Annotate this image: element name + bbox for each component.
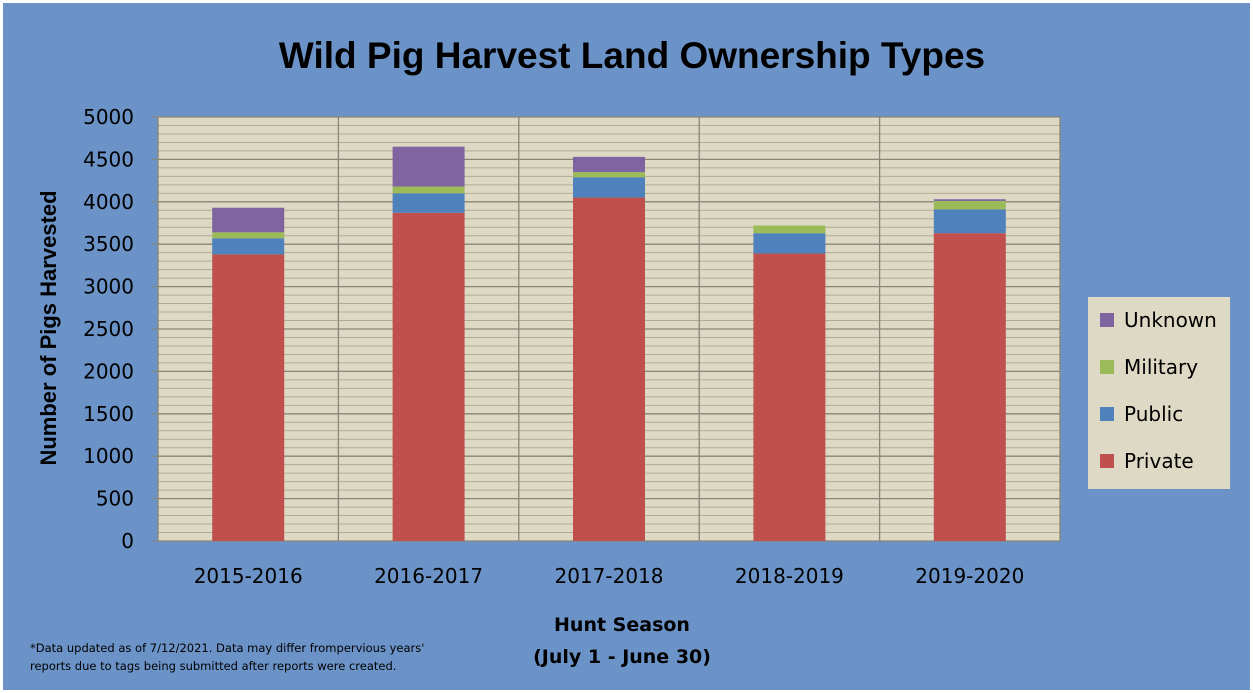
x-tick-label: 2017-2018 [554, 564, 663, 588]
bar-private-2018-2019 [753, 253, 826, 541]
legend-swatch-private [1100, 454, 1114, 468]
y-axis-ticks: 0 500 1000 1500 2000 2500 3000 3500 4000 4500 5000 [83, 105, 158, 553]
y-tick-label: 1500 [83, 402, 134, 426]
bar-unknown-2017-2018 [573, 156, 645, 173]
legend-swatch-military [1100, 360, 1114, 374]
bar-military-2015-2016 [212, 232, 285, 239]
x-axis-label-line2: (July 1 - June 30) [533, 646, 711, 668]
x-tick-label: 2019-2020 [915, 564, 1024, 588]
y-tick-label: 3500 [83, 232, 134, 256]
bar-private-2016-2017 [392, 212, 465, 541]
x-tick-label: 2015-2016 [194, 564, 303, 588]
bar-public-2018-2019 [753, 233, 826, 254]
legend-label-unknown: Unknown [1124, 308, 1217, 332]
bar-public-2015-2016 [212, 238, 285, 255]
bar-military-2016-2017 [392, 186, 465, 194]
footnote-line1: *Data updated as of 7/12/2021. Data may … [30, 641, 424, 655]
x-axis-ticks: 2015-2016 2016-2017 2017-2018 2018-2019 2019… [194, 564, 1025, 588]
y-tick-label: 500 [96, 487, 134, 511]
bar-unknown-2016-2017 [392, 146, 465, 187]
bar-public-2016-2017 [392, 193, 465, 213]
bar-military-2017-2018 [573, 172, 645, 178]
bar-military-2018-2019 [753, 225, 826, 234]
legend-swatch-public [1100, 407, 1114, 421]
y-tick-label: 5000 [83, 105, 134, 129]
y-tick-label: 0 [121, 529, 134, 553]
y-tick-label: 4000 [83, 190, 134, 214]
y-tick-label: 2000 [83, 359, 134, 383]
legend-swatch-unknown [1100, 313, 1114, 327]
legend-label-private: Private [1124, 449, 1194, 473]
bar-military-2019-2020 [933, 200, 1006, 210]
bar-private-2015-2016 [212, 254, 285, 541]
y-tick-label: 4500 [83, 147, 134, 171]
bar-public-2019-2020 [933, 209, 1006, 234]
bar-private-2017-2018 [573, 197, 645, 541]
bar-unknown-2019-2020 [933, 199, 1006, 201]
chart-title: Wild Pig Harvest Land Ownership Types [279, 35, 985, 76]
x-tick-label: 2016-2017 [374, 564, 483, 588]
y-tick-label: 1000 [83, 444, 134, 468]
footnote-line2: reports due to tags being submitted afte… [30, 659, 396, 673]
legend-label-military: Military [1124, 355, 1198, 379]
x-axis-label: Hunt Season [554, 614, 690, 636]
legend: Unknown Military Public Private [1088, 297, 1230, 489]
x-tick-label: 2018-2019 [735, 564, 844, 588]
bar-public-2017-2018 [573, 177, 645, 198]
y-axis-label: Number of Pigs Harvested [36, 190, 61, 465]
legend-label-public: Public [1124, 402, 1183, 426]
bar-unknown-2015-2016 [212, 207, 285, 233]
y-tick-label: 3000 [83, 275, 134, 299]
plot-area [157, 116, 1061, 542]
y-tick-label: 2500 [83, 317, 134, 341]
bar-private-2019-2020 [933, 233, 1006, 541]
